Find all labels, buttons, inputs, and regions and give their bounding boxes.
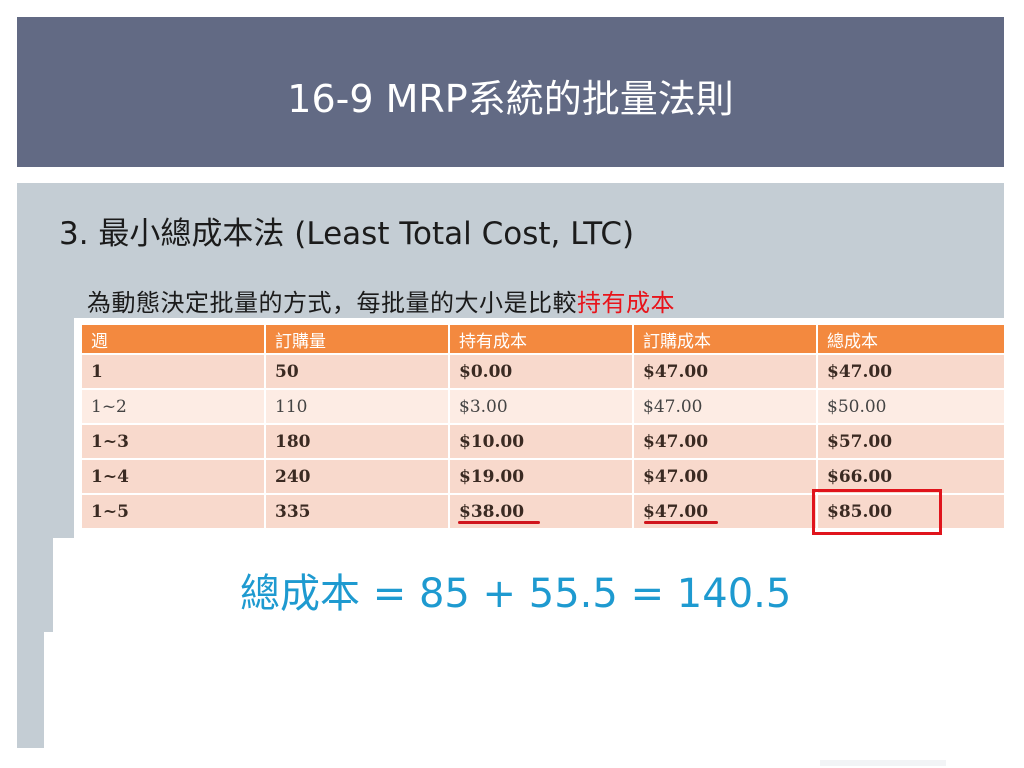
total-cost-highlight-box [812, 489, 942, 535]
table-row: 1~5 335 $38.00 $47.00 $85.00 [82, 493, 1004, 528]
header-ordering-cost: 訂購成本 [634, 325, 818, 353]
cell: 240 [266, 458, 450, 493]
cell: 1 [82, 353, 266, 388]
table-row: 1~4 240 $19.00 $47.00 $66.00 [82, 458, 1004, 493]
cell: $3.00 [450, 388, 634, 423]
cell: $50.00 [818, 388, 1004, 423]
ordering-cost-underline [644, 521, 718, 524]
cell: $47.00 [634, 423, 818, 458]
table-row: 1~2 110 $3.00 $47.00 $50.00 [82, 388, 1004, 423]
cell: $85.00 [818, 493, 1004, 528]
formula-area-lower [44, 632, 1024, 768]
cell: $47.00 [818, 353, 1004, 388]
lot-size-table: 週 訂購量 持有成本 訂購成本 總成本 1 50 $0.00 $47.00 $4… [82, 325, 1004, 528]
description-paragraph: 為動態決定批量的方式，每批量的大小是比較持有成本 [87, 283, 675, 318]
cell: $47.00 [634, 353, 818, 388]
header-holding-cost: 持有成本 [450, 325, 634, 353]
table-header-row: 週 訂購量 持有成本 訂購成本 總成本 [82, 325, 1004, 353]
total-cost-formula: 總成本 = 85 + 55.5 = 140.5 [240, 571, 792, 617]
cell: $10.00 [450, 423, 634, 458]
cell: 1~4 [82, 458, 266, 493]
cell: 50 [266, 353, 450, 388]
cell: 335 [266, 493, 450, 528]
cell: 180 [266, 423, 450, 458]
cell: $47.00 [634, 388, 818, 423]
table-row: 1~3 180 $10.00 $47.00 $57.00 [82, 423, 1004, 458]
cell: $57.00 [818, 423, 1004, 458]
cell: $0.00 [450, 353, 634, 388]
cell: 1~2 [82, 388, 266, 423]
slide-footer-mark [820, 760, 946, 766]
cell: 1~3 [82, 423, 266, 458]
cell: $47.00 [634, 458, 818, 493]
header-total-cost: 總成本 [818, 325, 1004, 353]
cell: $66.00 [818, 458, 1004, 493]
table-row: 1 50 $0.00 $47.00 $47.00 [82, 353, 1004, 388]
paragraph-text: 為動態決定批量的方式，每批量的大小是比較 [87, 289, 577, 317]
holding-cost-underline [458, 521, 540, 524]
cell: 1~5 [82, 493, 266, 528]
paragraph-highlight: 持有成本 [577, 289, 675, 317]
section-heading: 3. 最小總成本法 (Least Total Cost, LTC) [59, 216, 635, 252]
header-week: 週 [82, 325, 266, 353]
slide-title: 16-9 MRP系統的批量法則 [287, 77, 734, 121]
header-order-qty: 訂購量 [266, 325, 450, 353]
lot-size-table-image: 週 訂購量 持有成本 訂購成本 總成本 1 50 $0.00 $47.00 $4… [74, 318, 1004, 538]
cell: 110 [266, 388, 450, 423]
cell: $19.00 [450, 458, 634, 493]
title-bar: 16-9 MRP系統的批量法則 [17, 17, 1004, 167]
